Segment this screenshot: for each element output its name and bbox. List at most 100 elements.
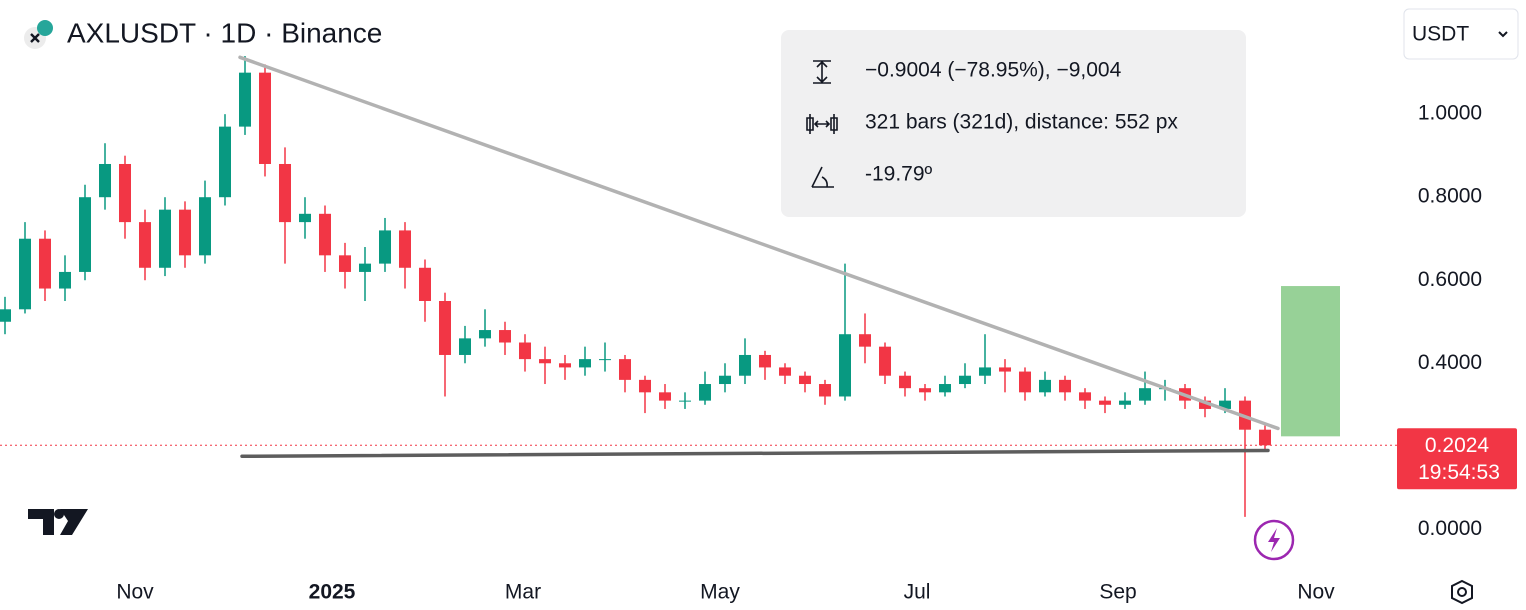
tv-logo-dot [54, 509, 64, 519]
candle-body [739, 354, 751, 376]
candle-body [159, 209, 171, 268]
candle-body [279, 163, 291, 223]
price-label: 0.2024 [1425, 434, 1490, 457]
settings-icon-center [1457, 587, 1467, 597]
trendline [238, 55, 1280, 431]
x-tick-label: Sep [1099, 581, 1136, 604]
candle-body [959, 375, 971, 385]
y-tick-label: 0.8000 [1418, 185, 1482, 208]
candle-body [99, 163, 111, 198]
alert-bolt [1268, 528, 1280, 552]
y-tick-label: 0.4000 [1418, 351, 1482, 374]
candle-body [1059, 379, 1071, 393]
y-tick-label: 0.6000 [1418, 268, 1482, 291]
measure-angle: -19.79º [865, 163, 933, 186]
currency-icon [37, 20, 53, 36]
candle-body [919, 388, 931, 393]
plot-area [0, 55, 1397, 517]
candle-body [1259, 429, 1271, 446]
candle-body [759, 354, 771, 368]
candle-body [679, 400, 691, 402]
candle-body [779, 367, 791, 376]
bars-range-icon [806, 114, 838, 134]
candle-body [659, 392, 671, 401]
measure-icons [806, 60, 838, 188]
candle-body [559, 363, 571, 368]
candle-body [19, 238, 31, 310]
candle-body [319, 213, 331, 256]
x-tick-label: 2025 [309, 581, 356, 604]
settings-icon[interactable] [1451, 579, 1473, 605]
candle-body [1139, 388, 1151, 401]
target-zone [1281, 286, 1340, 437]
candle-body [0, 309, 11, 322]
candle-body [619, 359, 631, 380]
candle-body [379, 230, 391, 264]
candle-body [119, 163, 131, 223]
candle-body [219, 126, 231, 198]
candle-body [639, 379, 651, 393]
price-range-icon [813, 60, 831, 84]
candle-body [499, 330, 511, 343]
candle-body [259, 72, 271, 164]
price-label-box [1397, 428, 1517, 490]
angle-icon [811, 166, 834, 188]
candle-body [1019, 371, 1031, 393]
x-tick-label: Mar [505, 581, 541, 604]
candle-body [479, 330, 491, 339]
candle-body [879, 346, 891, 376]
candle-body [199, 197, 211, 256]
candle-body [399, 230, 411, 268]
candle-body [1079, 392, 1091, 401]
candle-body [139, 222, 151, 268]
candle-body [39, 238, 51, 289]
candle-body [1039, 379, 1051, 393]
candle-body [179, 209, 191, 256]
candle-body [599, 359, 611, 361]
symbol-title: AXLUSDT · 1D · Binance [67, 17, 382, 48]
candle-body [1219, 400, 1231, 409]
candle-body [1199, 400, 1211, 409]
y-tick-label: 0.0000 [1418, 517, 1482, 540]
currency-label: USDT [1412, 23, 1469, 46]
candle-body [439, 300, 451, 355]
candle-body [579, 359, 591, 368]
measure-bars: 321 bars (321d), distance: 552 px [865, 111, 1178, 134]
x-tick-label: Nov [116, 581, 154, 604]
symbol-icon-mark [30, 33, 40, 43]
currency-select[interactable] [1403, 8, 1519, 60]
trendline [240, 448, 1270, 459]
candle-body [699, 384, 711, 401]
candle-body [459, 338, 471, 355]
candle-body [799, 375, 811, 385]
candle-body [939, 384, 951, 393]
candle-body [819, 384, 831, 397]
candle-body [299, 213, 311, 223]
axes: 0.0000 0.4000 0.6000 0.8000 1.0000 Nov 2025 Mar… [116, 102, 1517, 604]
candle-body [239, 72, 251, 127]
candle-body [359, 263, 371, 272]
candle-body [419, 267, 431, 301]
candle-body [839, 334, 851, 397]
candle-body [719, 375, 731, 385]
tv-logo [28, 509, 88, 535]
y-tick-label: 1.0000 [1418, 102, 1482, 125]
countdown-label: 19:54:53 [1418, 461, 1500, 484]
measure-box [781, 30, 1246, 217]
candle-body [1099, 400, 1111, 405]
x-tick-label: May [700, 581, 740, 604]
candle-body [899, 375, 911, 389]
measure-price: −0.9004 (−78.95%), −9,004 [865, 59, 1122, 82]
candle-body [339, 255, 351, 272]
candle-body [999, 367, 1011, 372]
x-tick-label: Nov [1297, 581, 1335, 604]
candle-body [979, 367, 991, 376]
candle-body [79, 197, 91, 272]
candle-body [59, 271, 71, 289]
x-tick-label: Jul [904, 581, 931, 604]
candle-body [519, 342, 531, 360]
candle-body [1119, 400, 1131, 405]
candle-body [859, 334, 871, 347]
